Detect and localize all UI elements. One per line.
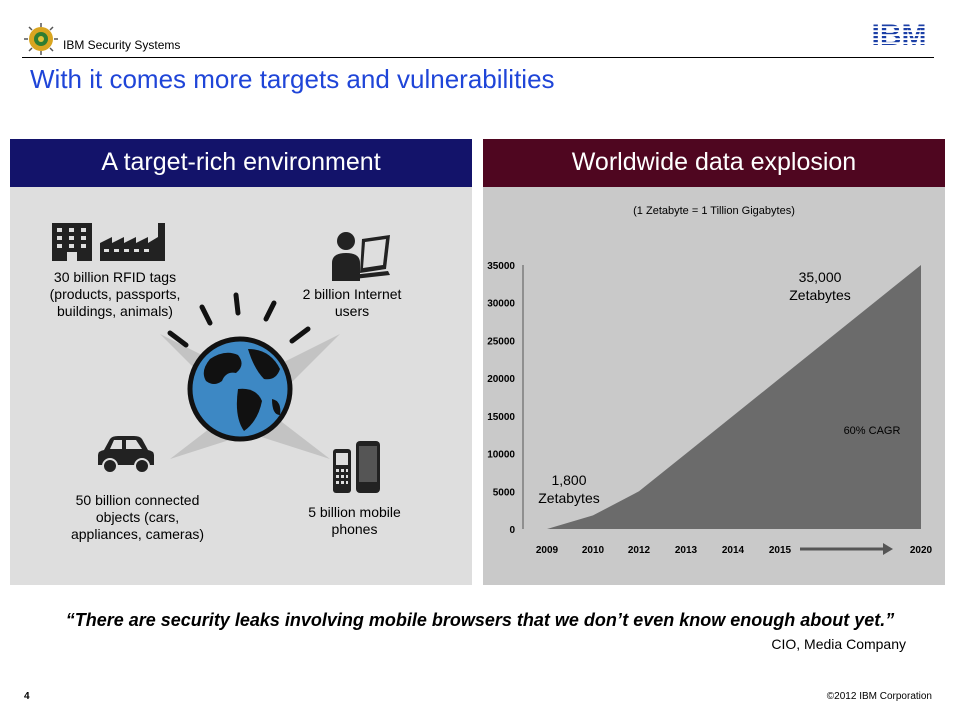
x-tick-label: 2020 [910, 545, 933, 556]
rfid-text: 30 billion RFID tags (products, passport… [49, 269, 181, 319]
y-tick-label: 0 [509, 525, 515, 536]
x-tick-label: 2010 [582, 545, 605, 556]
right-panel-heading: Worldwide data explosion [483, 139, 945, 187]
y-tick-label: 25000 [487, 336, 515, 347]
start-annotation-line1: 1,800 [551, 472, 586, 488]
connected-objects-caption: 50 billion connected objects (cars, appl… [50, 492, 225, 543]
car-icon [98, 436, 154, 474]
connected-objects-text: 50 billion connected objects (cars, appl… [70, 492, 205, 542]
y-tick-label: 30000 [487, 299, 515, 310]
x-tick-label: 2015 [769, 545, 792, 556]
quote-attribution: CIO, Media Company [771, 636, 906, 652]
x-tick-label: 2013 [675, 545, 698, 556]
cagr-label: 60% CAGR [844, 425, 901, 437]
building-factory-icon [52, 223, 165, 261]
target-rich-panel: A target-rich environment 30 billion RFI… [10, 139, 472, 585]
copyright: ©2012 IBM Corporation [826, 691, 932, 702]
y-tick-label: 15000 [487, 412, 515, 423]
mobile-phones-icon [333, 441, 380, 493]
data-explosion-panel: Worldwide data explosion (1 Zetabyte = 1… [483, 139, 945, 585]
data-area [547, 265, 921, 529]
end-annotation-line1: 35,000 [799, 269, 842, 285]
y-tick-label: 5000 [493, 487, 516, 498]
x-tick-label: 2012 [628, 545, 651, 556]
data-growth-chart: 0 5000 10000 15000 20000 25000 30000 35000 2009 2… [487, 261, 932, 556]
x-tick-label: 2014 [722, 545, 745, 556]
ibm-logo-text: IBM [872, 20, 927, 48]
arrow-icon [800, 543, 893, 555]
y-tick-label: 35000 [487, 261, 515, 272]
plot-area: 0 5000 10000 15000 20000 25000 30000 35000 2009 2… [487, 261, 932, 556]
end-annotation-line2: Zetabytes [789, 287, 850, 303]
internet-users-caption: 2 billion Internet users [282, 286, 422, 320]
mobile-phones-text: 5 billion mobile phones [308, 504, 401, 537]
mobile-phones-caption: 5 billion mobile phones [292, 504, 417, 538]
zetabyte-note: (1 Zetabyte = 1 Tillion Gigabytes) [633, 205, 795, 217]
y-tick-label: 10000 [487, 450, 515, 461]
ibm-logo: IBM [866, 19, 932, 52]
globe-icon [187, 336, 293, 442]
internet-users-text: 2 billion Internet users [302, 286, 402, 319]
globe-burst-graphic [160, 292, 340, 459]
brand-name: IBM Security Systems [63, 38, 181, 52]
ibm-logo-icon: IBM [872, 19, 927, 52]
laptop-user-icon [332, 232, 390, 281]
y-tick-label: 20000 [487, 374, 515, 385]
ibm-security-logo-icon [24, 23, 58, 55]
left-panel-heading: A target-rich environment [10, 139, 472, 187]
header-divider [22, 57, 934, 58]
slide-title: With it comes more targets and vulnerabi… [30, 64, 555, 94]
x-tick-label: 2009 [536, 545, 559, 556]
start-annotation-line2: Zetabytes [538, 490, 599, 506]
rfid-caption: 30 billion RFID tags (products, passport… [20, 269, 210, 320]
quote: “There are security leaks involving mobi… [65, 610, 895, 630]
page-number: 4 [24, 691, 30, 702]
